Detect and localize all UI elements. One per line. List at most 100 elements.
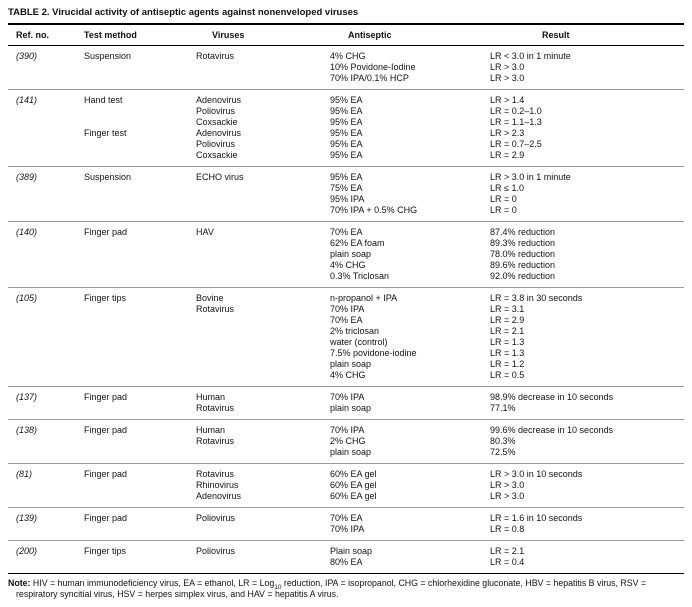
cell-method: Finger pad (84, 507, 196, 524)
cell-result: LR = 1.1–1.3 (490, 117, 542, 127)
cell-method (84, 337, 196, 348)
table-row: 0.3% Triclosan 92.0% reduction (8, 271, 684, 288)
cell-virus: Adenovirus (196, 128, 242, 138)
table-row: (200) Finger tips Poliovirus Plain soap LR =… (8, 540, 684, 557)
cell-method (84, 139, 196, 150)
cell-ref (8, 337, 84, 348)
cell-virus (196, 557, 330, 573)
table-group: (105) Finger tips Bovine n-propanol + IPA LR… (8, 287, 684, 387)
cell-virus: ECHO virus (196, 166, 330, 183)
cell-antiseptic: 60% EA gel (330, 463, 490, 480)
cell-method (84, 117, 196, 128)
cell-ref (8, 348, 84, 359)
cell-virus: Bovine (196, 287, 330, 304)
cell-ref (8, 139, 84, 150)
cell-ref: (105) (8, 287, 84, 304)
results-table: Ref. no. Test method Viruses Antiseptic … (8, 25, 684, 573)
table-row: Rotavirus plain soap 77.1% (8, 403, 684, 420)
cell-result: LR > 3.0 in 10 seconds (490, 463, 684, 480)
cell-virus: Rotavirus (196, 403, 235, 413)
table-group: (81) Finger pad Rotavirus 60% EA gel LR > 3.… (8, 463, 684, 508)
cell-method (84, 106, 196, 117)
table-group: (140) Finger pad HAV 70% EA 87.4% reduction 6… (8, 221, 684, 288)
cell-ref (8, 205, 84, 222)
cell-ref: (138) (8, 419, 84, 436)
table-group: (200) Finger tips Poliovirus Plain soap LR =… (8, 540, 684, 574)
cell-method: Finger tips (84, 287, 196, 304)
cell-antiseptic: 10% Povidone-Iodine (330, 62, 416, 72)
cell-method: Finger pad (84, 386, 196, 403)
note-label: Note: (8, 578, 31, 588)
cell-method: Finger test (84, 128, 127, 138)
cell-ref (8, 480, 84, 491)
note-text-before-sub: HIV = human immunodeficiency virus, EA =… (30, 578, 275, 588)
table-row: (81) Finger pad Rotavirus 60% EA gel LR > 3.… (8, 463, 684, 480)
cell-method (84, 524, 196, 541)
cell-virus: Rotavirus (196, 304, 235, 314)
cell-antiseptic: 95% IPA (330, 194, 365, 204)
table-note: Note: HIV = human immunodeficiency virus… (8, 573, 684, 600)
cell-result: LR > 3.0 (490, 62, 525, 72)
cell-antiseptic: 70% IPA (330, 524, 365, 534)
cell-antiseptic: 70% IPA (330, 419, 490, 436)
cell-ref: (140) (8, 221, 84, 238)
cell-virus: Poliovirus (196, 507, 330, 524)
cell-result: LR = 3.8 in 30 seconds (490, 287, 684, 304)
cell-method (84, 150, 196, 167)
cell-method (84, 370, 196, 387)
cell-antiseptic: 4% CHG (330, 260, 366, 270)
cell-antiseptic: 70% IPA + 0.5% CHG (330, 205, 418, 215)
cell-virus (196, 370, 330, 387)
col-header-antiseptic: Antiseptic (330, 25, 490, 46)
cell-virus (196, 315, 330, 326)
cell-virus: Adenovirus (196, 89, 330, 106)
cell-ref (8, 117, 84, 128)
cell-result: LR = 0.2–1.0 (490, 106, 542, 116)
cell-virus (196, 260, 330, 271)
cell-antiseptic: 60% EA gel (330, 480, 377, 490)
cell-ref (8, 73, 84, 90)
cell-result: LR = 2.1 (490, 540, 684, 557)
cell-result: LR = 2.9 (490, 150, 525, 160)
table-row: Coxsackie 95% EA LR = 2.9 (8, 150, 684, 167)
cell-antiseptic: n-propanol + IPA (330, 287, 490, 304)
cell-method (84, 194, 196, 205)
cell-ref (8, 271, 84, 288)
cell-ref (8, 106, 84, 117)
cell-ref (8, 194, 84, 205)
table-row: (105) Finger tips Bovine n-propanol + IPA LR… (8, 287, 684, 304)
cell-result: 72.5% (490, 447, 516, 457)
table-row: water (control) LR = 1.3 (8, 337, 684, 348)
cell-virus (196, 447, 330, 464)
table-row: 70% IPA/0.1% HCP LR > 3.0 (8, 73, 684, 90)
cell-antiseptic: 95% EA (330, 117, 363, 127)
cell-ref (8, 238, 84, 249)
table-row: Poliovirus 95% EA LR = 0.2–1.0 (8, 106, 684, 117)
cell-result: LR = 2.9 (490, 315, 525, 325)
table-row: (139) Finger pad Poliovirus 70% EA LR = 1.6 … (8, 507, 684, 524)
cell-method (84, 436, 196, 447)
cell-antiseptic: 70% EA (330, 507, 490, 524)
table-row: (138) Finger pad Human 70% IPA 99.6% decreas… (8, 419, 684, 436)
cell-method (84, 491, 196, 508)
cell-antiseptic: 95% EA (330, 150, 363, 160)
table-group: (138) Finger pad Human 70% IPA 99.6% decreas… (8, 419, 684, 464)
cell-method: Finger pad (84, 221, 196, 238)
cell-result: LR = 0 (490, 194, 517, 204)
cell-antiseptic: 75% EA (330, 183, 363, 193)
cell-result: LR = 0.5 (490, 370, 525, 380)
table-row: 7.5% povidone-iodine LR = 1.3 (8, 348, 684, 359)
cell-virus: Poliovirus (196, 106, 236, 116)
cell-ref: (141) (8, 89, 84, 106)
cell-antiseptic: 70% EA (330, 315, 363, 325)
cell-ref (8, 326, 84, 337)
cell-antiseptic: plain soap (330, 359, 372, 369)
cell-virus: HAV (196, 221, 330, 238)
cell-method: Finger tips (84, 540, 196, 557)
cell-method: Finger pad (84, 463, 196, 480)
cell-method (84, 326, 196, 337)
table-row: 70% IPA + 0.5% CHG LR = 0 (8, 205, 684, 222)
cell-virus (196, 238, 330, 249)
cell-result: LR = 3.1 (490, 304, 525, 314)
